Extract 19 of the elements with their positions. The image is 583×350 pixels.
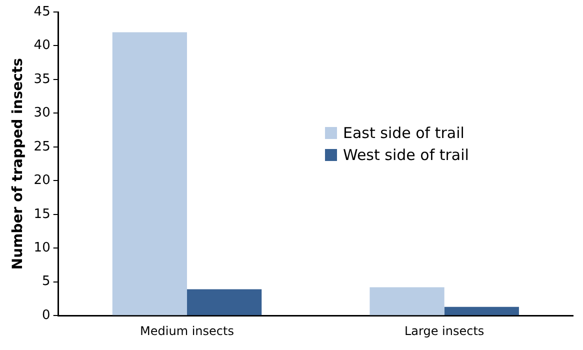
bar — [370, 287, 444, 316]
y-tick-label: 0 — [42, 308, 50, 323]
legend-label: West side of trail — [343, 146, 469, 164]
y-tick-label: 25 — [34, 139, 50, 154]
y-tick-label: 5 — [42, 274, 50, 290]
bar — [112, 32, 188, 316]
y-axis-title: Number of trapped insects — [10, 58, 26, 270]
y-tick-label: 40 — [34, 38, 50, 54]
x-tick-label: Medium insects — [140, 324, 234, 338]
y-tick-label: 15 — [34, 206, 50, 222]
y-tick-label: 45 — [34, 4, 50, 20]
y-tick-label: 20 — [34, 173, 50, 188]
y-tick-label: 30 — [34, 106, 50, 121]
y-tick-label: 10 — [34, 240, 50, 256]
bar — [187, 289, 262, 316]
y-tick-label: 35 — [34, 72, 50, 87]
legend-label: East side of trail — [343, 124, 464, 142]
bar — [444, 306, 519, 316]
x-tick-label: Large insects — [404, 324, 484, 338]
